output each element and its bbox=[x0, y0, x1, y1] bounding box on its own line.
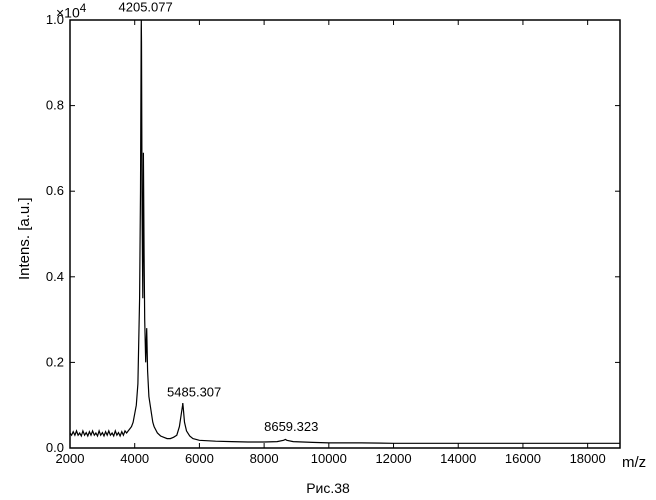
y-multiplier-exp: 4 bbox=[80, 2, 86, 15]
svg-text:10000: 10000 bbox=[311, 451, 347, 466]
figure-caption: Рис.38 bbox=[0, 480, 656, 496]
svg-text:12000: 12000 bbox=[375, 451, 411, 466]
svg-text:4205.077: 4205.077 bbox=[119, 0, 173, 14]
mass-spectrum-figure: ×104 Intens. [a.u.] m/z 2000400060008000… bbox=[0, 0, 656, 500]
svg-text:6000: 6000 bbox=[185, 451, 214, 466]
y-multiplier: ×104 bbox=[56, 2, 86, 21]
y-multiplier-base: ×10 bbox=[56, 5, 80, 21]
svg-text:14000: 14000 bbox=[440, 451, 476, 466]
svg-text:5485.307: 5485.307 bbox=[167, 385, 221, 400]
x-axis-label: m/z bbox=[622, 454, 646, 471]
svg-text:16000: 16000 bbox=[505, 451, 541, 466]
svg-text:0.6: 0.6 bbox=[46, 183, 64, 198]
svg-text:0.4: 0.4 bbox=[46, 269, 64, 284]
svg-text:8000: 8000 bbox=[250, 451, 279, 466]
y-axis-label: Intens. [a.u.] bbox=[16, 197, 33, 280]
svg-text:0.2: 0.2 bbox=[46, 354, 64, 369]
svg-text:18000: 18000 bbox=[570, 451, 606, 466]
svg-text:4000: 4000 bbox=[120, 451, 149, 466]
svg-text:0.8: 0.8 bbox=[46, 98, 64, 113]
svg-text:0.0: 0.0 bbox=[46, 440, 64, 455]
svg-text:8659.323: 8659.323 bbox=[264, 419, 318, 434]
plot-canvas: 2000400060008000100001200014000160001800… bbox=[0, 0, 656, 480]
